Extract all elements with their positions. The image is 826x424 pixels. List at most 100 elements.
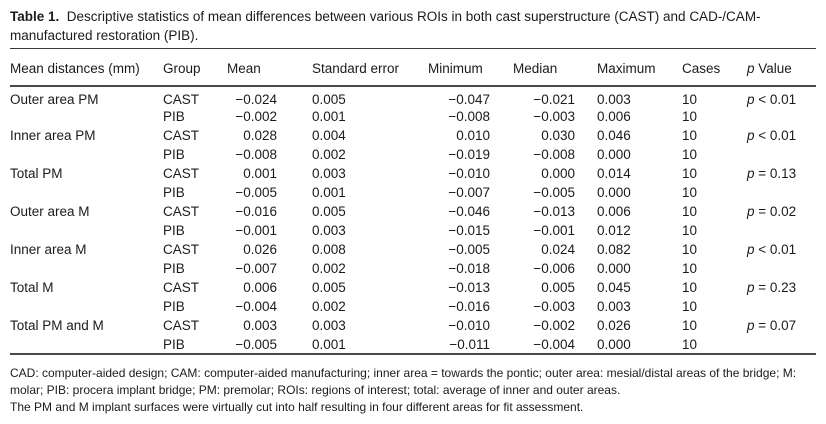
descriptive-statistics-table: Mean distances (mm) Group Mean Standard … (10, 48, 816, 355)
p-value-text: = 0.23 (754, 280, 797, 295)
minimum-cell: −0.019 (448, 147, 490, 162)
median-cell: −0.003 (533, 109, 575, 124)
minimum-cell: −0.008 (448, 109, 490, 124)
roi-label-cell: Outer area M (10, 204, 90, 219)
maximum-cell: 0.045 (597, 280, 631, 295)
std-error-cell: 0.005 (312, 204, 346, 219)
maximum-cell: 0.012 (597, 223, 631, 238)
p-value-cell (747, 297, 816, 316)
roi-label-cell (10, 335, 163, 354)
median-cell: −0.001 (533, 223, 575, 238)
table-title-line2: manufactured restoration (PIB). (10, 28, 199, 43)
p-value-label: Value (754, 61, 792, 76)
roi-label-cell (10, 297, 163, 316)
table-number-label: Table 1. (10, 9, 60, 24)
p-symbol: p (747, 318, 755, 333)
minimum-cell: −0.018 (448, 261, 490, 276)
cases-cell: 10 (682, 336, 698, 352)
p-symbol: p (747, 61, 755, 76)
std-error-cell: 0.003 (312, 223, 346, 238)
mean-cell: 0.003 (243, 318, 277, 333)
maximum-cell: 0.003 (597, 299, 631, 314)
roi-label-cell: Total M (10, 280, 54, 295)
median-cell: 0.005 (541, 280, 575, 295)
p-value-cell (747, 145, 816, 164)
table-row: Total PM and M CAST 0.003 0.003 −0.010 −… (10, 316, 816, 335)
group-cell: PIB (163, 336, 185, 352)
roi-label-cell: Outer area PM (10, 92, 99, 107)
std-error-cell: 0.001 (312, 185, 346, 200)
table-row: Inner area PM CAST 0.028 0.004 0.010 0.0… (10, 126, 816, 145)
std-error-cell: 0.003 (312, 166, 346, 181)
minimum-cell: −0.046 (448, 204, 490, 219)
median-cell: −0.003 (533, 299, 575, 314)
roi-label-cell (10, 221, 163, 240)
minimum-cell: −0.016 (448, 299, 490, 314)
group-cell: CAST (163, 128, 200, 143)
mean-cell: −0.004 (235, 299, 277, 314)
p-value-text: < 0.01 (754, 128, 797, 143)
roi-label-cell: Total PM and M (10, 318, 104, 333)
p-value-cell (747, 183, 816, 202)
p-value-text: < 0.01 (754, 92, 797, 107)
maximum-cell: 0.026 (597, 318, 631, 333)
std-error-cell: 0.004 (312, 128, 346, 143)
table-row: Total M CAST 0.006 0.005 −0.013 0.005 0.… (10, 278, 816, 297)
mean-cell: −0.001 (235, 223, 277, 238)
p-symbol: p (747, 242, 755, 257)
cases-cell: 10 (682, 185, 698, 200)
group-cell: CAST (163, 204, 200, 219)
p-value-cell: p = 0.07 (747, 316, 816, 335)
table-row: Outer area PM CAST −0.024 0.005 −0.047 −… (10, 86, 816, 107)
std-error-cell: 0.005 (312, 280, 346, 295)
cases-cell: 10 (682, 280, 698, 295)
cases-cell: 10 (682, 261, 698, 276)
column-header-cases: Cases (682, 48, 747, 87)
std-error-cell: 0.001 (312, 109, 346, 124)
mean-cell: −0.005 (235, 336, 277, 352)
group-cell: CAST (163, 280, 200, 295)
minimum-cell: −0.013 (448, 280, 490, 295)
p-symbol: p (747, 204, 755, 219)
cases-cell: 10 (682, 166, 698, 181)
std-error-cell: 0.003 (312, 318, 346, 333)
group-cell: PIB (163, 109, 185, 124)
header-row: Mean distances (mm) Group Mean Standard … (10, 48, 816, 87)
std-error-cell: 0.002 (312, 299, 346, 314)
p-symbol: p (747, 92, 755, 107)
table-row: PIB −0.007 0.002 −0.018 −0.006 0.000 10 (10, 259, 816, 278)
mean-cell: −0.005 (235, 185, 277, 200)
std-error-cell: 0.002 (312, 261, 346, 276)
mean-cell: −0.024 (235, 92, 277, 107)
maximum-cell: 0.000 (597, 336, 631, 352)
cases-cell: 10 (682, 204, 698, 219)
p-value-cell: p < 0.01 (747, 126, 816, 145)
p-value-cell: p = 0.13 (747, 164, 816, 183)
cases-cell: 10 (682, 147, 698, 162)
column-header-mean: Mean (227, 48, 312, 87)
table-row: PIB −0.005 0.001 −0.011 −0.004 0.000 10 (10, 335, 816, 354)
maximum-cell: 0.014 (597, 166, 631, 181)
cases-cell: 10 (682, 299, 698, 314)
minimum-cell: −0.011 (449, 336, 490, 352)
group-cell: PIB (163, 147, 185, 162)
roi-label-cell (10, 107, 163, 126)
roi-label-cell: Inner area PM (10, 128, 96, 143)
footnote-line: molar; PIB: procera implant bridge; PM: … (10, 383, 621, 397)
table-row: Outer area M CAST −0.016 0.005 −0.046 −0… (10, 202, 816, 221)
column-header-mean-distances: Mean distances (mm) (10, 48, 163, 87)
column-header-standard-error: Standard error (312, 48, 428, 87)
column-header-minimum: Minimum (428, 48, 513, 87)
p-value-cell (747, 259, 816, 278)
roi-label-cell (10, 145, 163, 164)
median-cell: −0.008 (533, 147, 575, 162)
std-error-cell: 0.005 (312, 92, 346, 107)
table-title-line1: Table 1. Descriptive statistics of mean … (10, 7, 816, 26)
table-row: Inner area M CAST 0.026 0.008 −0.005 0.0… (10, 240, 816, 259)
p-value-text: = 0.13 (754, 166, 797, 181)
minimum-cell: −0.015 (448, 223, 490, 238)
table-title-text: Descriptive statistics of mean differenc… (66, 9, 761, 24)
table-row: PIB −0.002 0.001 −0.008 −0.003 0.006 10 (10, 107, 816, 126)
group-cell: CAST (163, 166, 200, 181)
